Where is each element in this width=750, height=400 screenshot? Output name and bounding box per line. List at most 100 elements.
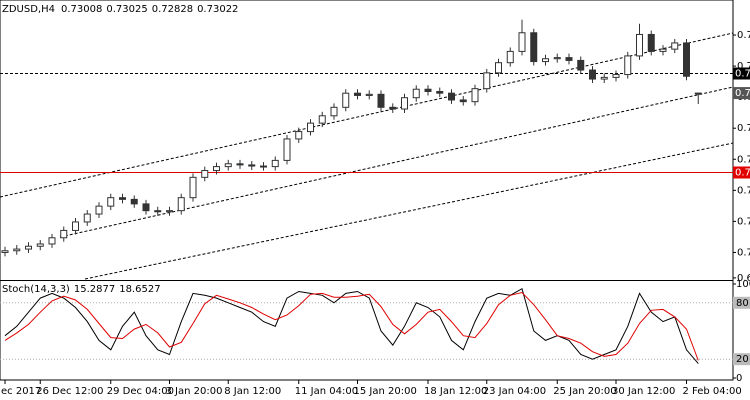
price-label: 0.7 — [735, 88, 750, 99]
candle-body — [495, 62, 502, 74]
y-tick-label: 100 — [736, 279, 750, 290]
candle-body — [600, 76, 608, 80]
stoch-title: Stoch(14,3,3) — [2, 284, 70, 295]
y-tick-label: 0.6 — [737, 273, 750, 284]
candle-body — [530, 32, 538, 63]
candle-body — [154, 210, 162, 213]
candle-body — [83, 213, 91, 223]
y-tick-box — [733, 353, 750, 366]
stoch-main-value: 15.2877 — [74, 284, 115, 295]
candle-body — [177, 197, 185, 212]
candle-body — [389, 106, 397, 110]
x-tick-label: 3 Jan 20:00 — [166, 386, 223, 397]
candle-body — [589, 69, 596, 80]
candle-body — [612, 74, 620, 78]
candle-body — [412, 88, 420, 99]
candle-body — [13, 248, 21, 252]
candle-body — [683, 42, 690, 77]
x-tick-label: 25 Jan 20:00 — [553, 386, 616, 397]
candle-body — [647, 33, 655, 52]
candle-body — [365, 93, 373, 96]
candle-body — [318, 115, 326, 124]
open-value: 0.73008 — [61, 4, 102, 15]
candle-body — [377, 93, 385, 108]
y-tick-label: 0.7 — [737, 123, 750, 134]
x-tick-label: 2 Feb 04:00 — [683, 386, 742, 397]
y-tick-box — [733, 296, 750, 309]
x-tick-label: 8 Jan 12:00 — [224, 386, 281, 397]
x-tick-label: 29 Dec 04:00 — [107, 386, 174, 397]
candle-body — [542, 58, 549, 63]
candle-body — [60, 229, 68, 239]
level-label-box — [733, 166, 750, 179]
x-tick-label: 26 Dec 12:00 — [36, 386, 103, 397]
candle-body — [636, 33, 643, 57]
candle-body — [483, 72, 491, 90]
stoch-header: Stoch(14,3,3) 15.2877 18.6527 — [2, 284, 161, 295]
candle-body — [694, 92, 702, 95]
candle-body — [224, 163, 232, 168]
level-label: 0.7 — [735, 69, 750, 80]
symbol: ZDUSD,H4 — [2, 4, 55, 15]
low-value: 0.72828 — [152, 4, 193, 15]
candle-body — [1, 250, 9, 253]
candle-body — [424, 88, 432, 92]
high-value: 0.73025 — [106, 4, 147, 15]
candle-body — [119, 197, 126, 200]
candle-body — [107, 197, 115, 207]
candle-body — [577, 59, 585, 71]
candle-body — [130, 198, 138, 205]
channel-line — [0, 32, 734, 198]
level-label: 0.7 — [735, 168, 750, 179]
candle-body — [166, 210, 173, 213]
x-tick-label: 15 Jan 20:00 — [354, 386, 417, 397]
y-tick-label: 0.7 — [737, 247, 750, 258]
candle-body — [624, 55, 632, 76]
candle-body — [518, 32, 526, 52]
candle-body — [295, 131, 303, 140]
price-label-box — [733, 87, 750, 100]
candle-body — [354, 92, 361, 96]
stoch-line — [4, 291, 699, 361]
x-tick-label: 11 Jan 04:00 — [295, 386, 358, 397]
level-label-box — [733, 67, 750, 80]
candle-body — [459, 99, 467, 103]
plot-frame — [0, 0, 734, 381]
candle-body — [189, 176, 197, 199]
candle-body — [283, 138, 291, 161]
candle-body — [553, 57, 561, 60]
candle-body — [506, 50, 514, 64]
x-tick-label: 30 Jan 12:00 — [612, 386, 675, 397]
candle-body — [36, 243, 44, 247]
candle-body — [25, 245, 32, 250]
candle-body — [271, 159, 279, 168]
candle-body — [213, 166, 220, 172]
stoch-signal-value: 18.6527 — [119, 284, 160, 295]
y-tick-label: 0.7 — [737, 185, 750, 196]
candle-body — [201, 170, 209, 178]
x-tick-label: 18 Jan 12:00 — [424, 386, 487, 397]
y-tick-label: 0.7 — [737, 61, 750, 72]
candle-body — [142, 203, 150, 212]
candle-body — [248, 164, 256, 167]
x-tick-label: ec 2017 — [1, 386, 41, 397]
y-tick-label: 0 — [736, 373, 742, 384]
candle-body — [659, 48, 667, 52]
y-tick-label: 80 — [736, 298, 749, 309]
y-tick-label: 0.7 — [737, 30, 750, 41]
x-tick-label: 23 Jan 04:00 — [483, 386, 546, 397]
candle-body — [342, 92, 350, 108]
candle-body — [436, 90, 444, 94]
y-tick-label: 0.7 — [737, 216, 750, 227]
y-tick-label: 20 — [736, 354, 749, 365]
candle-body — [330, 106, 338, 117]
candle-body — [401, 97, 408, 110]
header: ZDUSD,H4 0.73008 0.73025 0.72828 0.73022 — [2, 4, 238, 15]
close-value: 0.73022 — [197, 4, 238, 15]
candle-body — [671, 42, 679, 50]
candle-body — [448, 92, 455, 101]
candle-body — [236, 163, 244, 166]
channel-line — [84, 142, 734, 280]
candle-body — [471, 88, 479, 103]
